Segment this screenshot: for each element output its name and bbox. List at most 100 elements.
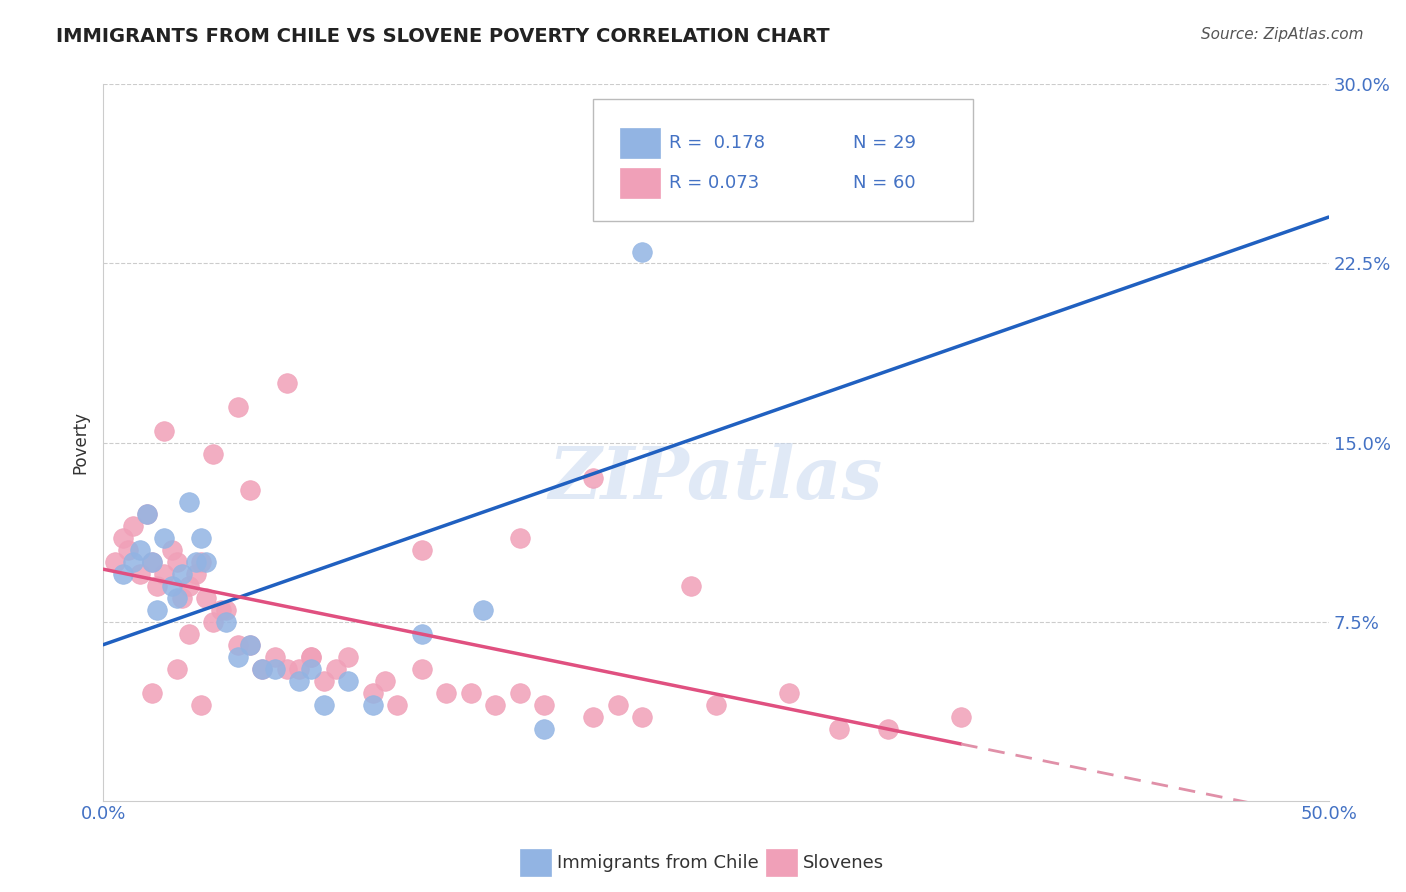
Text: N = 60: N = 60 (853, 174, 915, 192)
Point (190, 555, 212, 569)
Point (533, 698, 555, 713)
Point (337, 674, 360, 689)
Point (239, 639, 262, 653)
Point (509, 686, 531, 700)
Point (276, 662, 298, 676)
Point (582, 471, 605, 485)
Text: N = 29: N = 29 (853, 134, 917, 153)
FancyBboxPatch shape (620, 168, 659, 198)
Point (361, 698, 384, 713)
Point (509, 531, 531, 545)
Point (411, 662, 433, 676)
Point (631, 244, 654, 259)
Text: IMMIGRANTS FROM CHILE VS SLOVENE POVERTY CORRELATION CHART: IMMIGRANTS FROM CHILE VS SLOVENE POVERTY… (56, 27, 830, 45)
Point (252, 662, 274, 676)
Point (117, 543, 139, 558)
Point (121, 555, 143, 569)
Point (202, 447, 225, 461)
Point (111, 531, 134, 545)
Point (170, 591, 193, 605)
Point (195, 555, 218, 569)
Point (263, 650, 285, 665)
Point (387, 698, 409, 713)
FancyBboxPatch shape (593, 99, 973, 220)
Point (950, 710, 973, 724)
Point (411, 543, 433, 558)
Point (146, 579, 169, 593)
FancyBboxPatch shape (620, 128, 659, 158)
Point (239, 639, 262, 653)
Point (153, 424, 176, 438)
Point (852, 113, 875, 128)
Point (263, 662, 285, 676)
Point (129, 543, 152, 558)
Point (301, 662, 323, 676)
Point (288, 674, 311, 689)
Point (195, 591, 218, 605)
Point (337, 650, 360, 665)
Text: R =  0.178: R = 0.178 (669, 134, 765, 153)
Point (288, 662, 311, 676)
Point (312, 674, 335, 689)
Point (301, 650, 323, 665)
Point (129, 566, 152, 581)
Point (111, 566, 134, 581)
Point (215, 615, 238, 629)
Point (186, 555, 208, 569)
Point (631, 710, 654, 724)
Point (166, 555, 188, 569)
Point (215, 602, 238, 616)
Point (681, 579, 703, 593)
Point (136, 507, 159, 521)
Point (779, 686, 801, 700)
Point (141, 555, 163, 569)
Point (166, 591, 188, 605)
Point (704, 698, 727, 713)
Point (361, 686, 384, 700)
Point (202, 615, 225, 629)
Point (186, 566, 208, 581)
Point (252, 662, 274, 676)
Point (226, 639, 249, 653)
Text: ZIPatlas: ZIPatlas (548, 442, 883, 514)
Text: Source: ZipAtlas.com: Source: ZipAtlas.com (1201, 27, 1364, 42)
Text: Immigrants from Chile: Immigrants from Chile (557, 854, 758, 871)
Point (136, 507, 159, 521)
Point (166, 662, 188, 676)
Point (411, 626, 433, 640)
Point (533, 722, 555, 736)
Point (312, 698, 335, 713)
Point (141, 686, 163, 700)
Point (434, 686, 457, 700)
Point (190, 531, 212, 545)
Point (177, 495, 200, 509)
Point (190, 698, 212, 713)
Point (104, 555, 127, 569)
Point (141, 555, 163, 569)
Text: R = 0.073: R = 0.073 (669, 174, 759, 192)
Point (153, 566, 176, 581)
Point (226, 650, 249, 665)
Point (472, 602, 495, 616)
Point (460, 686, 482, 700)
Point (177, 579, 200, 593)
Point (121, 519, 143, 533)
Point (170, 566, 193, 581)
Point (153, 531, 176, 545)
Point (239, 483, 262, 498)
Point (484, 698, 506, 713)
Point (582, 710, 605, 724)
Text: Slovenes: Slovenes (803, 854, 884, 871)
Point (827, 722, 849, 736)
Point (606, 698, 628, 713)
Point (177, 626, 200, 640)
Point (876, 722, 898, 736)
Point (160, 579, 183, 593)
Point (325, 662, 347, 676)
Point (374, 674, 396, 689)
Point (226, 400, 249, 414)
Y-axis label: Poverty: Poverty (72, 411, 89, 474)
Point (160, 543, 183, 558)
Point (276, 376, 298, 390)
Point (146, 602, 169, 616)
